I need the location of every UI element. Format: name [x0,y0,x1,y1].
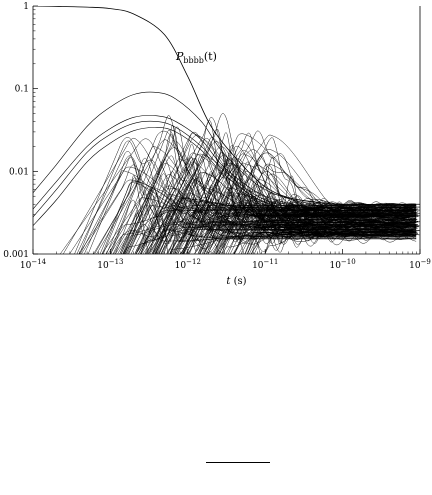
ensemble-line-71 [199,223,417,254]
y-tick-label-2: 0.1 [15,85,29,95]
plateau-line-40 [293,218,418,222]
ensemble-line-97 [126,173,417,254]
ensemble-line-38 [142,155,417,254]
ensemble-line-154 [106,130,417,254]
ensemble-line-108 [152,238,417,254]
ensemble-line-64 [123,155,417,254]
series-line-2 [33,91,420,208]
y-tick-label-3: 0.01 [9,167,29,177]
plateau-line-33 [291,222,416,226]
ensemble-line-123 [253,219,417,254]
ensemble-line-14 [182,219,417,254]
lines-layer [33,6,420,254]
ensemble-line-143 [215,219,417,254]
ensemble-line-146 [155,137,417,254]
ensemble-line-70 [188,140,417,254]
ensemble-line-18 [163,172,417,254]
ensemble-line-106 [99,180,417,254]
x-tick-label-5: 10−10 [329,258,355,271]
ensemble-line-55 [212,188,417,254]
x-tick-label-4: 10−11 [252,258,278,271]
axes-layer [32,6,421,255]
series-label-pbbbb: Pbbbb(t) [175,50,217,65]
ensemble-line-94 [221,155,417,254]
x-tick-label-1: 10−14 [20,258,47,271]
plateau-line-30 [255,231,418,235]
ensemble-line-135 [125,189,417,254]
plateau-line-25 [263,220,419,224]
plateau-line-36 [271,211,419,215]
ensemble-line-116 [154,229,417,254]
plateau-line-12 [270,227,418,232]
y-tick-label-1: 1 [23,2,29,12]
ensemble-line-76 [123,126,417,254]
ensemble-line-4 [138,161,417,254]
x-axis-label: t (s) [226,276,246,287]
ensemble-line-89 [247,208,417,254]
ensemble-line-168 [84,155,417,254]
ensemble-line-24 [244,211,417,254]
ensemble-line-161 [153,113,417,254]
plateau-line-35 [253,225,417,229]
plateau-line-37 [264,223,420,227]
ensemble-line-17 [199,149,417,254]
ensemble-line-79 [140,171,417,254]
x-tick-label-3: 10−12 [175,258,201,271]
ensemble-line-141 [247,198,417,254]
labels-layer: 10−14 10−13 10−12 10−11 10−10 10−9 1 0.1 0.01 0.0… [3,2,431,287]
ensemble-line-127 [157,172,417,254]
series-line-1 [33,6,420,205]
plateau-line-39 [249,213,413,217]
ensemble-line-62 [240,200,417,254]
ensemble-line-2 [216,165,417,254]
ensemble-line-157 [173,159,417,254]
x-tick-label-6: 10−9 [409,258,431,271]
ensemble-line-73 [174,155,417,254]
plateau-line-38 [254,226,418,230]
plateau-line-29 [284,205,417,209]
ensemble-line-160 [127,174,417,254]
ensemble-line-126 [187,134,417,254]
plateau-line-21 [294,224,419,228]
ticks-layer [32,5,421,255]
ensemble-line-119 [139,229,417,254]
ensemble-line-169 [181,227,417,254]
y-tick-label-4: 0.001 [3,250,29,260]
plateau-line-23 [295,233,420,236]
ensemble-line-131 [125,205,417,254]
ensemble-line-32 [120,133,417,254]
footer-rule [206,462,270,463]
ensemble-line-156 [160,128,417,254]
ensemble-line-159 [124,207,417,254]
x-tick-label-2: 10−13 [97,258,123,271]
plateau-line-26 [276,208,416,212]
